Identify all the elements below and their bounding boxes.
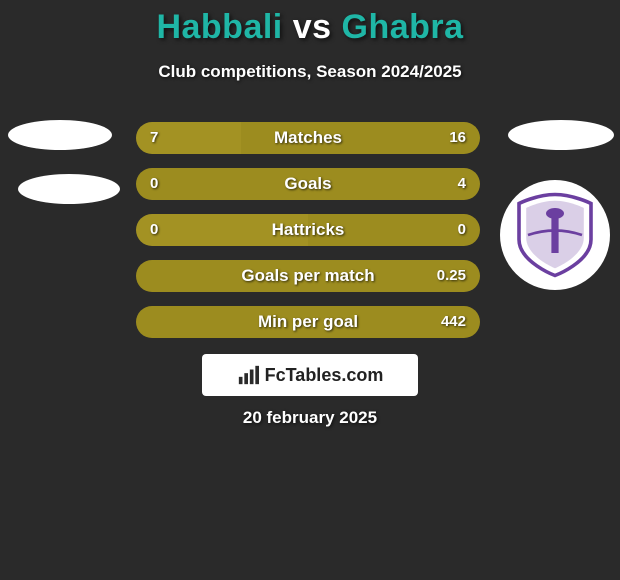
footer-date: 20 february 2025 xyxy=(0,408,620,428)
stat-value-left: 0 xyxy=(150,168,158,200)
stats-bars: Matches716Goals04Hattricks00Goals per ma… xyxy=(136,122,480,352)
brand-text: FcTables.com xyxy=(265,365,384,386)
stat-label: Hattricks xyxy=(136,214,480,246)
infographic-root: Habbali vs Ghabra Club competitions, Sea… xyxy=(0,0,620,580)
stat-value-right: 0 xyxy=(458,214,466,246)
stat-label: Goals xyxy=(136,168,480,200)
title-player2: Ghabra xyxy=(342,8,464,46)
stat-value-left: 7 xyxy=(150,122,158,154)
stat-label: Goals per match xyxy=(136,260,480,292)
avatar-left-player xyxy=(8,120,112,150)
avatar-left-club xyxy=(18,174,120,204)
stat-row: Goals0 4 xyxy=(136,168,480,200)
brand-box: FcTables.com xyxy=(202,354,418,396)
bars-chart-icon xyxy=(237,364,259,386)
club-crest-icon xyxy=(510,190,600,280)
stat-value-right: 4 xyxy=(458,168,466,200)
stat-value-right: 442 xyxy=(441,306,466,338)
stat-label: Matches xyxy=(136,122,480,154)
title-player1: Habbali xyxy=(156,8,282,46)
avatar-right-player xyxy=(508,120,614,150)
title-vs: vs xyxy=(293,8,332,46)
stat-row: Min per goal442 xyxy=(136,306,480,338)
subtitle: Club competitions, Season 2024/2025 xyxy=(0,62,620,82)
stat-value-right: 16 xyxy=(449,122,466,154)
page-title: Habbali vs Ghabra xyxy=(0,8,620,47)
stat-value-left: 0 xyxy=(150,214,158,246)
stat-row: Goals per match0.25 xyxy=(136,260,480,292)
avatar-right-club xyxy=(500,180,610,290)
stat-row: Matches7 16 xyxy=(136,122,480,154)
stat-label: Min per goal xyxy=(136,306,480,338)
stat-row: Hattricks0 0 xyxy=(136,214,480,246)
stat-value-right: 0.25 xyxy=(437,260,466,292)
